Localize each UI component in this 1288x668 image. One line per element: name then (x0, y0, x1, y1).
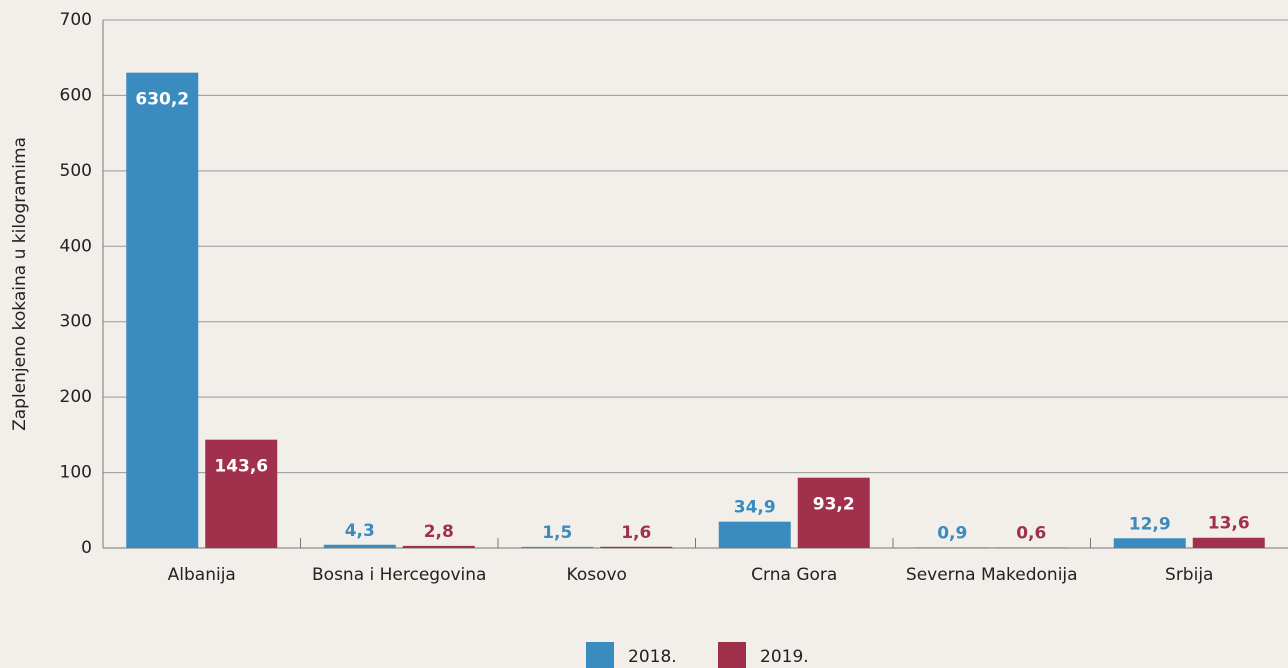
legend-swatch (586, 642, 614, 668)
bar (1113, 538, 1186, 548)
value-label: 0,6 (1016, 524, 1046, 544)
y-tick-label: 500 (60, 161, 92, 181)
legend-label: 2018. (628, 647, 677, 667)
value-label: 4,3 (345, 521, 375, 541)
bar (323, 544, 396, 548)
value-label: 0,9 (937, 523, 967, 543)
legend-label: 2019. (760, 647, 809, 667)
value-label: 13,6 (1208, 514, 1250, 534)
value-label: 2,8 (424, 522, 454, 542)
y-tick-label: 600 (60, 85, 92, 105)
bar (797, 477, 870, 548)
x-tick-label: Srbija (1165, 565, 1213, 585)
x-tick-label: Bosna i Hercegovina (312, 565, 486, 585)
value-label: 1,6 (621, 523, 651, 543)
value-label: 93,2 (813, 495, 855, 515)
x-tick-label: Crna Gora (751, 565, 837, 585)
bar (205, 439, 278, 548)
bar (916, 547, 989, 548)
bar (600, 546, 673, 548)
y-axis-label: Zaplenjeno kokaina u kilogramima (10, 137, 30, 431)
bar (126, 72, 199, 548)
bar (718, 521, 791, 548)
value-label: 34,9 (734, 498, 776, 518)
y-tick-label: 300 (60, 312, 92, 332)
legend-swatch (718, 642, 746, 668)
bar (402, 545, 475, 548)
bar (521, 546, 594, 548)
value-label: 143,6 (214, 457, 268, 477)
value-label: 12,9 (1129, 514, 1171, 534)
y-tick-label: 400 (60, 236, 92, 256)
y-tick-label: 0 (81, 538, 92, 558)
y-tick-label: 100 (60, 463, 92, 483)
x-tick-label: Severna Makedonija (906, 565, 1078, 585)
bar (1192, 537, 1265, 548)
value-label: 630,2 (135, 90, 189, 110)
y-tick-label: 700 (60, 10, 92, 30)
x-tick-label: Albanija (168, 565, 236, 585)
value-label: 1,5 (542, 523, 572, 543)
y-tick-label: 200 (60, 387, 92, 407)
x-tick-label: Kosovo (567, 565, 627, 585)
